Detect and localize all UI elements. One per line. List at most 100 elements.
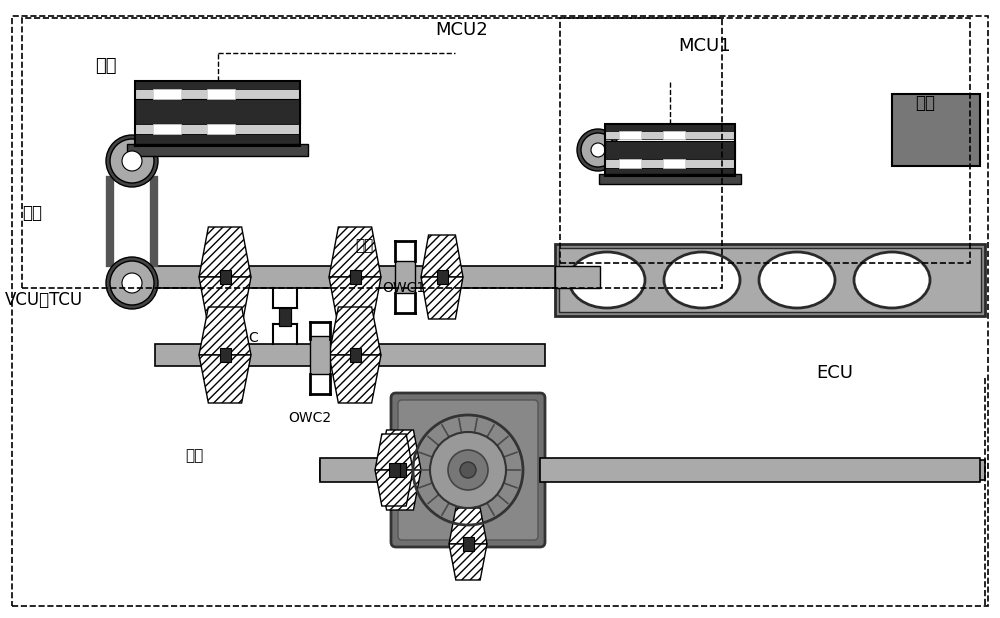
Polygon shape (379, 470, 421, 510)
Bar (151, 165, 156, 169)
Bar (120, 139, 125, 143)
Bar (139, 179, 144, 183)
Circle shape (430, 432, 506, 508)
Polygon shape (449, 544, 487, 580)
Bar (605, 124, 735, 131)
Bar (437, 270, 448, 284)
Bar (111, 147, 116, 151)
Bar (155, 344, 545, 366)
Bar (463, 537, 474, 551)
Circle shape (122, 151, 142, 171)
Bar (350, 270, 361, 284)
Ellipse shape (569, 252, 645, 308)
Bar (279, 308, 291, 326)
Circle shape (448, 450, 488, 490)
Ellipse shape (664, 252, 740, 308)
Bar (153, 89, 181, 99)
Bar (152, 159, 157, 163)
Bar (593, 165, 598, 169)
Text: 一档: 一档 (355, 239, 373, 253)
Bar (111, 293, 116, 297)
Bar (148, 171, 153, 175)
Bar (587, 133, 592, 137)
Bar (126, 303, 131, 307)
Bar (619, 131, 641, 139)
Bar (207, 89, 235, 99)
Bar (153, 124, 181, 134)
Bar (135, 81, 300, 146)
Polygon shape (199, 355, 251, 403)
Bar (108, 153, 113, 157)
Text: 电机: 电机 (95, 57, 117, 75)
Circle shape (106, 135, 158, 187)
Bar (132, 266, 592, 288)
Bar (580, 142, 585, 146)
Bar (580, 154, 585, 158)
Bar (135, 81, 300, 89)
Text: MCU2: MCU2 (436, 21, 488, 39)
FancyBboxPatch shape (391, 393, 545, 547)
Bar (582, 137, 587, 141)
Bar (148, 269, 153, 273)
Circle shape (106, 257, 158, 309)
Bar (598, 131, 603, 135)
Bar (120, 301, 125, 305)
Bar (139, 261, 144, 265)
Bar (598, 165, 603, 169)
Bar (144, 176, 149, 180)
Bar (604, 133, 609, 137)
Bar (133, 259, 138, 263)
Text: VCU和TCU: VCU和TCU (5, 291, 83, 309)
Bar (395, 261, 415, 293)
Bar (139, 301, 144, 305)
Circle shape (581, 133, 615, 167)
Bar (220, 270, 231, 284)
Bar (604, 163, 609, 167)
Bar (605, 168, 735, 176)
Bar (108, 281, 113, 285)
Bar (559, 248, 981, 312)
Text: 电池: 电池 (915, 94, 935, 112)
Bar (279, 308, 291, 326)
Bar (599, 174, 741, 184)
Bar (619, 159, 641, 168)
Bar (578, 148, 584, 152)
Bar (115, 265, 120, 268)
Bar (611, 142, 616, 146)
Bar (609, 159, 614, 163)
Bar (139, 139, 144, 143)
Bar (144, 265, 149, 268)
Bar (151, 287, 156, 291)
Bar (126, 137, 131, 142)
Bar (111, 269, 116, 273)
Bar (108, 275, 113, 279)
Bar (395, 463, 406, 477)
Ellipse shape (854, 252, 930, 308)
Bar (663, 131, 685, 139)
Bar (108, 165, 113, 169)
Polygon shape (449, 508, 487, 544)
Bar (389, 463, 400, 477)
Bar (605, 124, 735, 176)
Circle shape (591, 143, 605, 157)
Bar (111, 171, 116, 175)
Bar (135, 124, 300, 134)
Text: ECU: ECU (816, 364, 854, 382)
Bar (320, 458, 396, 482)
Bar (560, 18, 970, 263)
Bar (144, 142, 149, 146)
Bar (555, 266, 600, 288)
Polygon shape (199, 227, 251, 277)
Polygon shape (375, 470, 413, 506)
Bar (207, 124, 235, 134)
Bar (152, 281, 157, 285)
Bar (135, 99, 300, 124)
Text: C: C (248, 331, 258, 345)
Polygon shape (421, 277, 463, 319)
Bar (148, 293, 153, 297)
Bar (350, 348, 361, 362)
Bar (120, 179, 125, 183)
Polygon shape (329, 307, 381, 355)
Polygon shape (329, 277, 381, 327)
Polygon shape (421, 235, 463, 277)
